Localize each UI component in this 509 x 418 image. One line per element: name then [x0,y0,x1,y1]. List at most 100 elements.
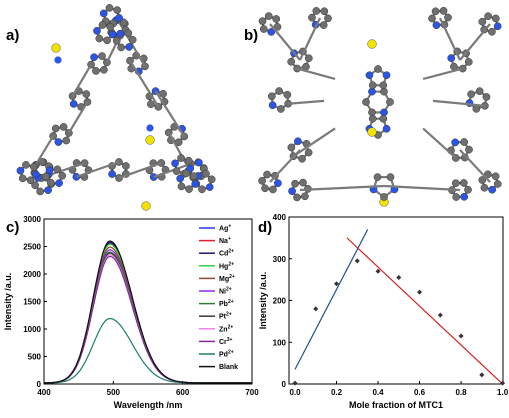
carbon-atom [431,7,440,16]
carbon-atom [386,98,394,106]
carbon-atom [368,108,376,117]
bond [459,149,491,183]
carbon-atom [207,175,216,184]
carbon-atom [198,185,206,194]
x-tick-label: 0.0 [289,388,301,397]
nitrogen-atom [45,166,54,175]
panel-label-a: a) [6,27,19,44]
y-tick-label: 0 [282,380,287,389]
x-tick-label: 0.8 [456,388,468,397]
legend-superscript: 2+ [228,261,234,267]
y-tick-label: 1500 [23,298,41,307]
carbon-atom [379,81,388,90]
nitrogen-atom [146,124,154,132]
carbon-atom [103,36,111,45]
nitrogen-atom [493,22,502,31]
fit-line [294,229,369,370]
carbon-atom [287,143,296,152]
y-tick-label: 2500 [23,243,41,252]
bond [299,17,321,61]
macrocycle-top-view-icon [16,4,216,211]
bond [439,17,461,61]
nitrogen-atom [382,71,391,80]
nitrogen-atom [176,174,184,183]
nitrogen-atom [294,137,302,146]
data-point [396,275,402,281]
legend-superscript: 2+ [226,312,232,318]
carbon-atom [31,181,39,190]
carbon-atom [59,123,68,131]
emission-spectra-chart: 400 500 600 700 0 500 1000 1500 2000 2500 3000 Wave… [3,215,259,410]
spectrum-line-blank [43,240,252,384]
data-point [458,333,464,339]
carbon-atom [261,184,269,193]
carbon-atom [36,187,45,196]
nitrogen-atom [115,14,123,22]
nitrogen-atom [108,170,116,178]
nitrogen-atom [54,138,63,146]
carbon-atom [112,36,121,45]
legend-label: Pb2+ [219,299,234,308]
data-point [437,312,443,318]
carbon-atom [95,34,104,43]
y-tick-label: 1000 [23,325,41,334]
nitrogen-atom [55,179,63,187]
nitrogen-atom [460,192,469,201]
x-tick-label: 600 [176,388,190,397]
carbon-atom [287,57,296,66]
carbon-atom [277,105,285,113]
nitrogen-atom [447,54,456,62]
y-tick-label: 2000 [23,270,41,279]
data-point [417,289,423,295]
x-tick-label: 700 [245,388,259,397]
bond [292,127,336,158]
carbon-atom [177,182,186,191]
y-tick-label: 300 [273,255,287,264]
nitrogen-atom [288,187,296,195]
nitrogen-atom [205,183,214,191]
carbon-atom [464,185,472,194]
nitrogen-atom [90,53,98,62]
nitrogen-atom [267,28,276,36]
nitrogen-atom [125,43,133,51]
carbon-atom [18,174,27,183]
nitrogen-atom [171,159,179,168]
carbon-atom [106,23,115,31]
bond [383,184,461,192]
legend-label: Blank [219,364,238,371]
carbon-atom [465,145,473,154]
y-tick-label: 400 [273,213,287,222]
carbon-atom [362,98,370,106]
carbon-atom [299,178,307,187]
carbon-atom [177,154,185,162]
panel-label-b: b) [244,27,258,44]
nitrogen-atom [195,158,203,167]
carbon-atom [98,52,106,60]
carbon-atom [92,67,100,75]
legend-label: Cr3+ [219,337,233,346]
nitrogen-atom [108,30,117,39]
y-tick-label: 200 [273,297,287,306]
carbon-atom [451,179,460,188]
x-axis-label: Mole fraction of MTC1 [349,400,443,410]
x-tick-label: 0.4 [372,388,384,397]
carbon-atom [374,65,382,73]
nitrogen-atom [380,108,388,117]
carbon-atom [128,35,137,44]
carbon-atom [100,65,108,74]
legend-label: Pd2+ [219,350,234,359]
carbon-atom [283,90,292,99]
legend-superscript: 2+ [226,287,232,293]
carbon-atom [122,162,130,170]
sulfur-atom [141,201,151,211]
bond [34,135,55,167]
legend-label: Na+ [219,236,231,245]
sulfur-atom [51,43,61,53]
plot-frame [288,216,504,385]
carbon-atom [259,25,268,33]
nitrogen-atom [365,71,374,80]
x-axis-label: Wavelength /nm [114,400,183,410]
nitrogen-atom [69,100,78,108]
carbon-atom [368,81,377,90]
nitrogen-atom [116,29,125,38]
